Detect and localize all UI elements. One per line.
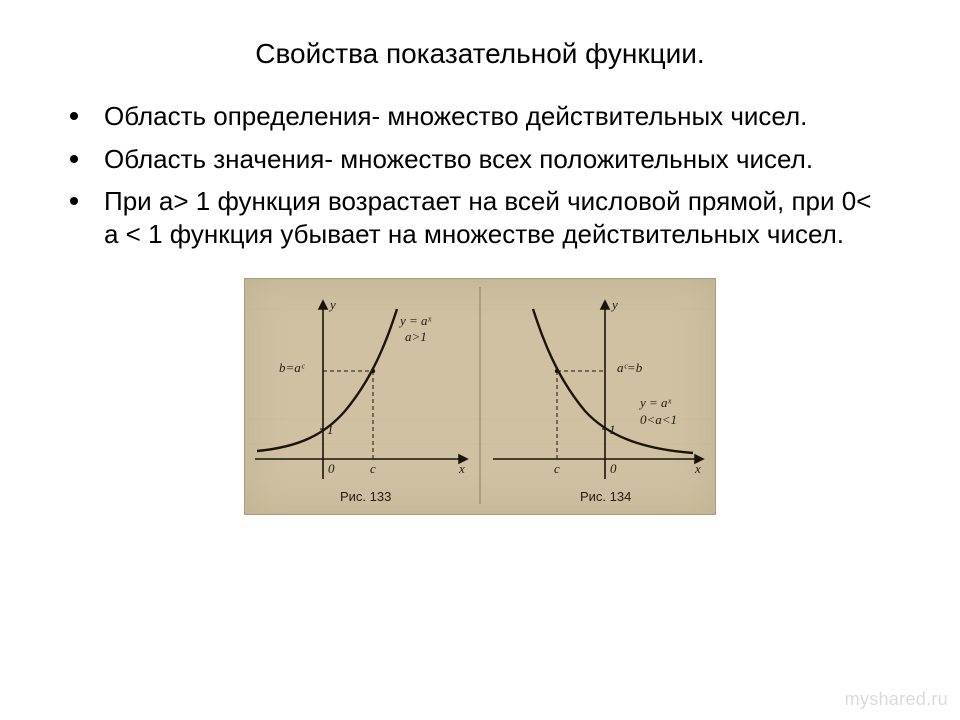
left-caption: Рис. 133 [340,489,391,504]
left-c-label: c [370,461,376,476]
right-caption: Рис. 134 [580,489,631,504]
bullet-text: Область значения- множество всех положит… [104,143,890,176]
slide: Свойства показательной функции. Область … [0,0,960,720]
left-panel: y = aˣ a>1 b=aᶜ 1 0 c x y Рис. 133 [255,297,467,504]
left-origin-label: 0 [328,461,335,476]
left-b-label: b=aᶜ [279,360,306,375]
right-one-label: 1 [609,422,616,437]
bullet-text: Область определения- множество действите… [104,100,890,133]
left-point [371,369,375,373]
bullet-item: Область значения- множество всех положит… [70,143,890,176]
left-y-label: y [328,297,336,312]
left-x-label: x [458,461,465,476]
right-x-label: x [694,461,701,476]
right-axes [493,301,703,479]
right-c-label: c [554,461,560,476]
right-y-label: y [610,297,618,312]
right-point [555,369,559,373]
figure-container: y = aˣ a>1 b=aᶜ 1 0 c x y Рис. 133 [0,278,960,515]
bullet-text: При а> 1 функция возрастает на всей числ… [104,185,890,250]
right-panel: aᶜ=b y = aˣ 0<a<1 1 0 c x y Рис. 134 [493,297,703,504]
watermark: myshared.ru [845,689,948,710]
bullet-list: Область определения- множество действите… [70,100,890,250]
right-eq2-label: 0<a<1 [640,412,677,427]
left-guides [323,371,373,459]
left-eq2-label: a>1 [405,329,427,344]
bullet-item: Область определения- множество действите… [70,100,890,133]
page-title: Свойства показательной функции. [0,0,960,90]
bullet-dot-icon [70,112,78,120]
exponential-graphs-figure: y = aˣ a>1 b=aᶜ 1 0 c x y Рис. 133 [244,278,716,515]
left-one-label: 1 [327,422,334,437]
figure-svg: y = aˣ a>1 b=aᶜ 1 0 c x y Рис. 133 [245,279,715,514]
bullet-dot-icon [70,155,78,163]
right-guides [557,371,605,459]
right-eq1-label: y = aˣ [638,395,672,410]
right-b-label: aᶜ=b [617,360,643,375]
bullet-item: При а> 1 функция возрастает на всей числ… [70,185,890,250]
bullet-dot-icon [70,197,78,205]
right-origin-label: 0 [610,461,617,476]
left-eq1-label: y = aˣ [398,313,432,328]
